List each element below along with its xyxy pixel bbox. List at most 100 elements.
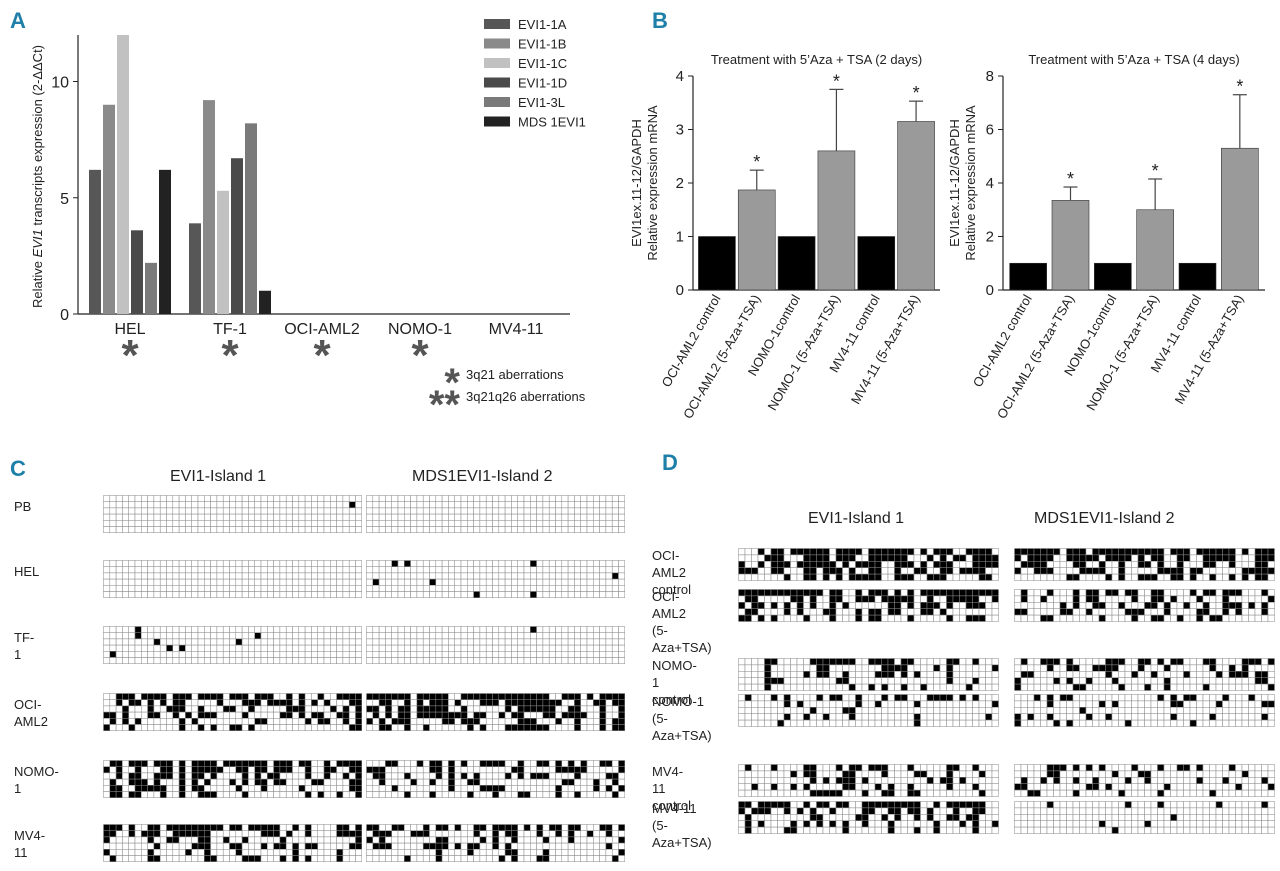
methylated-cpg-cell (304, 791, 312, 798)
unmethylated-cpg-cell (900, 764, 908, 772)
unmethylated-cpg-cell (304, 572, 312, 580)
unmethylated-cpg-cell (435, 507, 443, 515)
unmethylated-cpg-cell (1170, 671, 1178, 678)
methylated-cpg-cell (241, 855, 249, 862)
unmethylated-cpg-cell (1163, 700, 1171, 708)
unmethylated-cpg-cell (1105, 700, 1113, 708)
methylated-cpg-cell (454, 842, 462, 850)
unmethylated-cpg-cell (536, 644, 544, 652)
unmethylated-cpg-cell (109, 507, 117, 515)
unmethylated-cpg-cell (441, 724, 449, 731)
unmethylated-cpg-cell (479, 626, 487, 633)
methylated-cpg-cell (103, 724, 111, 731)
methylated-cpg-cell (473, 824, 481, 831)
unmethylated-cpg-cell (485, 495, 493, 502)
unmethylated-cpg-cell (796, 683, 804, 691)
unmethylated-cpg-cell (122, 791, 129, 798)
methylated-cpg-cell (542, 693, 550, 700)
unmethylated-cpg-cell (605, 644, 613, 652)
unmethylated-cpg-cell (744, 789, 752, 797)
unmethylated-cpg-cell (128, 507, 136, 515)
unmethylated-cpg-cell (574, 591, 581, 598)
unmethylated-cpg-cell (285, 520, 293, 527)
unmethylated-cpg-cell (913, 664, 921, 672)
unmethylated-cpg-cell (109, 849, 117, 856)
unmethylated-cpg-cell (134, 638, 142, 646)
unmethylated-cpg-cell (1183, 713, 1191, 721)
unmethylated-cpg-cell (467, 699, 474, 707)
unmethylated-cpg-cell (422, 791, 430, 798)
methylated-cpg-cell (336, 760, 344, 767)
unmethylated-cpg-cell (586, 520, 594, 527)
unmethylated-cpg-cell (210, 830, 218, 838)
unmethylated-cpg-cell (285, 507, 293, 515)
methylated-cpg-cell (1157, 764, 1165, 772)
unmethylated-cpg-cell (1040, 713, 1048, 721)
unmethylated-cpg-cell (147, 513, 155, 521)
unmethylated-cpg-cell (1085, 602, 1093, 609)
unmethylated-cpg-cell (441, 638, 449, 646)
unmethylated-cpg-cell (410, 572, 418, 580)
unmethylated-cpg-cell (959, 677, 967, 685)
methylated-cpg-cell (504, 699, 512, 707)
methylated-cpg-cell (1163, 677, 1171, 685)
unmethylated-cpg-cell (611, 585, 619, 592)
unmethylated-cpg-cell (292, 585, 300, 592)
unmethylated-cpg-cell (166, 501, 174, 509)
unmethylated-cpg-cell (178, 711, 186, 719)
unmethylated-cpg-cell (555, 566, 563, 574)
unmethylated-cpg-cell (323, 626, 331, 633)
methylated-cpg-cell (920, 561, 928, 568)
methylated-cpg-cell (1228, 561, 1236, 568)
unmethylated-cpg-cell (586, 772, 594, 780)
unmethylated-cpg-cell (153, 705, 161, 713)
unmethylated-cpg-cell (166, 632, 174, 640)
unmethylated-cpg-cell (204, 591, 211, 598)
unmethylated-cpg-cell (548, 526, 556, 533)
unmethylated-cpg-cell (128, 718, 136, 725)
unmethylated-cpg-cell (580, 638, 588, 646)
unmethylated-cpg-cell (855, 683, 863, 691)
unmethylated-cpg-cell (1098, 707, 1106, 714)
methylation-grid-c-island1-pb (103, 495, 363, 533)
unmethylated-cpg-cell (561, 785, 569, 792)
methylated-cpg-cell (887, 789, 895, 797)
unmethylated-cpg-cell (134, 513, 142, 521)
unmethylated-cpg-cell (336, 699, 344, 707)
unmethylated-cpg-cell (933, 671, 941, 678)
unmethylated-cpg-cell (317, 507, 325, 515)
methylated-cpg-cell (172, 836, 180, 844)
methylated-cpg-cell (1183, 764, 1191, 772)
methylated-cpg-cell (517, 705, 525, 713)
methylated-cpg-cell (1046, 658, 1054, 666)
unmethylated-cpg-cell (460, 632, 468, 640)
unmethylated-cpg-cell (454, 849, 462, 856)
methylated-cpg-cell (611, 778, 619, 786)
unmethylated-cpg-cell (378, 785, 386, 792)
methylated-cpg-cell (172, 830, 180, 838)
unmethylated-cpg-cell (536, 526, 544, 533)
unmethylated-cpg-cell (605, 578, 613, 586)
methylated-cpg-cell (197, 766, 205, 774)
unmethylated-cpg-cell (267, 842, 274, 850)
unmethylated-cpg-cell (485, 718, 493, 725)
unmethylated-cpg-cell (536, 836, 544, 844)
methylated-cpg-cell (128, 772, 136, 780)
unmethylated-cpg-cell (273, 644, 281, 652)
unmethylated-cpg-cell (796, 614, 804, 622)
unmethylated-cpg-cell (222, 766, 230, 774)
unmethylated-cpg-cell (317, 705, 325, 713)
unmethylated-cpg-cell (372, 501, 380, 509)
unmethylated-cpg-cell (279, 830, 287, 838)
methylated-cpg-cell (580, 766, 588, 774)
unmethylated-cpg-cell (498, 836, 506, 844)
methylated-cpg-cell (959, 554, 967, 562)
unmethylated-cpg-cell (197, 644, 205, 652)
unmethylated-cpg-cell (410, 651, 418, 658)
unmethylated-cpg-cell (757, 783, 765, 791)
methylated-cpg-cell (235, 849, 243, 856)
unmethylated-cpg-cell (939, 658, 947, 666)
unmethylated-cpg-cell (523, 766, 531, 774)
unmethylated-cpg-cell (1092, 694, 1100, 702)
unmethylated-cpg-cell (147, 760, 155, 767)
